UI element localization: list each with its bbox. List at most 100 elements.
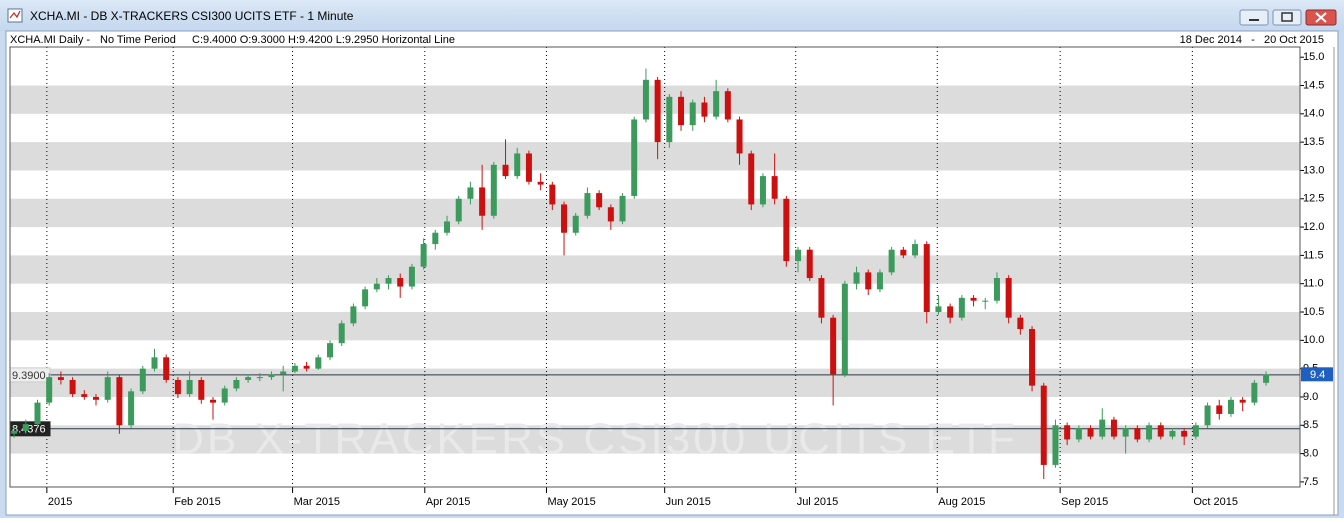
candle-body <box>315 357 322 369</box>
candle-body <box>34 402 41 425</box>
last-price-label: 9.4 <box>1310 369 1325 381</box>
candle-body <box>736 119 743 154</box>
plot-area: DB X-TRACKERS CSI300 UCITS ETF 7.5 8.0 8.5 9… <box>9 46 1335 515</box>
candle-body <box>327 343 334 358</box>
candle-body <box>1122 428 1129 437</box>
candle-body <box>420 244 427 267</box>
minimize-button[interactable] <box>1239 9 1269 26</box>
candle-body <box>1216 405 1223 414</box>
y-tick-label: 12.5 <box>1303 193 1324 205</box>
x-tick-label: Jun 2015 <box>666 496 711 508</box>
range-end: 20 Oct 2015 <box>1264 34 1324 46</box>
candle-body <box>666 96 673 143</box>
maximize-button[interactable] <box>1272 9 1302 26</box>
y-tick-label: 14.0 <box>1303 108 1324 120</box>
grid-band <box>10 198 1300 228</box>
candle-body <box>1005 278 1012 318</box>
candle-body <box>596 193 603 208</box>
candle-body <box>104 377 111 400</box>
y-tick-label: 9.0 <box>1303 391 1318 403</box>
candle-body <box>607 207 614 222</box>
candle-body <box>584 193 591 216</box>
candle-body <box>22 424 29 431</box>
candle-body <box>525 153 532 182</box>
candle-body <box>1227 399 1234 414</box>
grid-band <box>10 142 1300 171</box>
candle-body <box>771 176 778 199</box>
candle-body <box>1040 385 1047 465</box>
candle-body <box>362 289 369 307</box>
candle-body <box>701 102 708 117</box>
candle-body <box>502 164 509 177</box>
candle-body <box>268 374 275 378</box>
range-sep: - <box>1251 34 1255 46</box>
candle-body <box>174 379 181 395</box>
candle-body <box>490 164 497 216</box>
window-title: XCHA.MI - DB X-TRACKERS CSI300 UCITS ETF… <box>30 9 354 23</box>
candle-body <box>689 102 696 126</box>
candle-body <box>900 249 907 256</box>
y-tick-label: 11.0 <box>1303 278 1324 290</box>
candle-body <box>408 266 415 287</box>
info-quote: C:9.4000 O:9.3000 H:9.4200 L:9.2950 Hori… <box>192 34 455 46</box>
plot-frame <box>9 46 1301 488</box>
x-tick-label: Mar 2015 <box>294 496 340 508</box>
candle-body <box>1239 399 1246 403</box>
y-tick-label: 10.0 <box>1303 334 1324 346</box>
y-tick-label: 13.5 <box>1303 136 1324 148</box>
candle-body <box>912 244 919 256</box>
candle-body <box>139 368 146 392</box>
y-tick-label: 8.5 <box>1303 419 1318 431</box>
candle-body <box>1263 374 1270 383</box>
candle-body <box>116 377 123 426</box>
x-tick-label: Feb 2015 <box>174 496 220 508</box>
maximize-glyph <box>1281 12 1293 22</box>
info-period: No Time Period <box>100 34 176 46</box>
candle-body <box>291 365 298 372</box>
candle-body <box>830 317 837 375</box>
x-tick-label: 2015 <box>48 496 72 508</box>
candle-body <box>256 377 263 379</box>
candle-body <box>561 204 568 233</box>
candle-body <box>198 379 205 400</box>
candle-body <box>46 377 53 403</box>
candle-body <box>221 388 228 403</box>
candle-body <box>1251 382 1258 403</box>
y-tick-label: 11.5 <box>1303 249 1324 261</box>
horizontal-line-label: 9.3900 <box>12 370 46 382</box>
candle-body <box>572 215 579 233</box>
grid-band <box>10 312 1300 341</box>
candle-body <box>210 399 217 403</box>
horizontal-line-label: 8.4376 <box>12 424 46 436</box>
candle-body <box>151 357 158 369</box>
close-glyph <box>1315 12 1327 23</box>
x-tick-label: Sep 2015 <box>1061 496 1108 508</box>
candle-body <box>678 96 685 126</box>
y-tick-label: 14.5 <box>1303 79 1324 91</box>
candle-body <box>853 272 860 284</box>
candle-body <box>163 357 170 380</box>
candle-body <box>385 278 392 284</box>
window-buttons[interactable] <box>1239 9 1337 26</box>
y-tick-label: 10.5 <box>1303 306 1324 318</box>
candle-body <box>935 306 942 313</box>
x-tick-label: Oct 2015 <box>1193 496 1238 508</box>
watermark: DB X-TRACKERS CSI300 UCITS ETF <box>172 415 1017 464</box>
candle-body <box>619 195 626 222</box>
candle-body <box>923 244 930 313</box>
candle-body <box>280 371 287 375</box>
candle-body <box>724 91 731 120</box>
candle-body <box>514 153 521 177</box>
candle-body <box>93 396 99 400</box>
x-tick-label: Aug 2015 <box>938 496 985 508</box>
candle-body <box>1146 425 1153 440</box>
candle-body <box>245 377 252 380</box>
candle-body <box>537 181 544 185</box>
candle-body <box>432 232 439 245</box>
grid-band <box>10 255 1300 284</box>
candle-body <box>467 187 474 199</box>
candle-body <box>748 153 755 205</box>
candle-body <box>795 249 802 262</box>
